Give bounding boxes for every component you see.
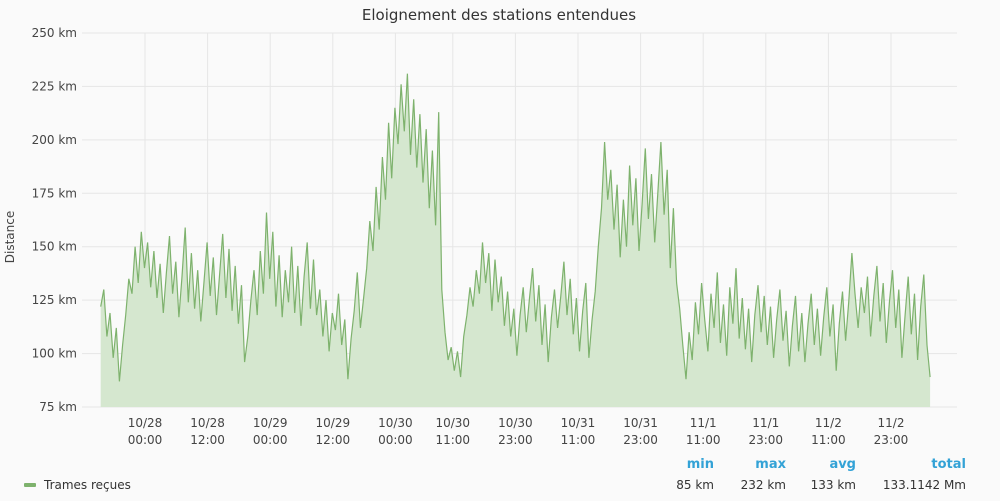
x-tick-date: 10/29 [253, 416, 288, 430]
legend-max-header[interactable]: max [755, 457, 786, 472]
x-tick-time: 23:00 [748, 433, 783, 447]
y-axis-label: Distance [3, 211, 17, 263]
x-tick-time: 23:00 [623, 433, 658, 447]
x-tick-date: 11/1 [752, 416, 779, 430]
x-tick-time: 11:00 [435, 433, 470, 447]
chart-title: Eloignement des stations entendues [362, 6, 636, 24]
x-tick-date: 10/29 [316, 416, 351, 430]
legend-total-value: 133.1142 Mm [883, 478, 966, 492]
x-tick-time: 11:00 [686, 433, 721, 447]
y-tick-label: 225 km [32, 79, 77, 93]
x-tick-time: 12:00 [190, 433, 225, 447]
x-tick-date: 10/30 [435, 416, 470, 430]
legend-max-value: 232 km [741, 478, 786, 492]
x-tick-time: 00:00 [128, 433, 163, 447]
y-tick-label: 100 km [32, 347, 77, 361]
legend-series-name[interactable]: Trames reçues [43, 478, 131, 492]
x-tick-date: 10/31 [561, 416, 596, 430]
x-tick-date: 11/1 [690, 416, 717, 430]
y-tick-label: 150 km [32, 240, 77, 254]
x-tick-date: 10/28 [190, 416, 225, 430]
legend-avg-header[interactable]: avg [829, 457, 856, 472]
legend-min-header[interactable]: min [687, 457, 714, 472]
y-tick-label: 250 km [32, 26, 77, 40]
x-tick-date: 10/28 [128, 416, 163, 430]
x-tick-labels: 10/28 00:00 10/28 12:00 10/29 00:00 10/29 12:00… [128, 416, 909, 447]
y-tick-label: 125 km [32, 293, 77, 307]
y-tick-labels: 250 km 225 km 200 km 175 km 150 km 125 km 100 … [32, 26, 77, 414]
x-tick-time: 00:00 [378, 433, 413, 447]
x-tick-time: 23:00 [874, 433, 909, 447]
series-line [100, 73, 931, 382]
x-tick-time: 23:00 [498, 433, 533, 447]
x-tick-time: 12:00 [316, 433, 351, 447]
x-tick-date: 10/30 [378, 416, 413, 430]
legend-min-value: 85 km [676, 478, 714, 492]
y-tick-label: 175 km [32, 186, 77, 200]
legend-swatch[interactable] [24, 483, 36, 487]
x-tick-date: 10/31 [623, 416, 658, 430]
y-tick-label: 200 km [32, 133, 77, 147]
x-tick-time: 00:00 [253, 433, 288, 447]
x-tick-time: 11:00 [811, 433, 846, 447]
series-area-fill [100, 73, 931, 407]
x-tick-date: 11/2 [815, 416, 842, 430]
x-tick-time: 11:00 [561, 433, 596, 447]
x-tick-date: 11/2 [878, 416, 905, 430]
x-tick-date: 10/30 [498, 416, 533, 430]
legend-total-header[interactable]: total [931, 457, 966, 472]
y-tick-label: 75 km [39, 400, 77, 414]
legend-avg-value: 133 km [811, 478, 856, 492]
